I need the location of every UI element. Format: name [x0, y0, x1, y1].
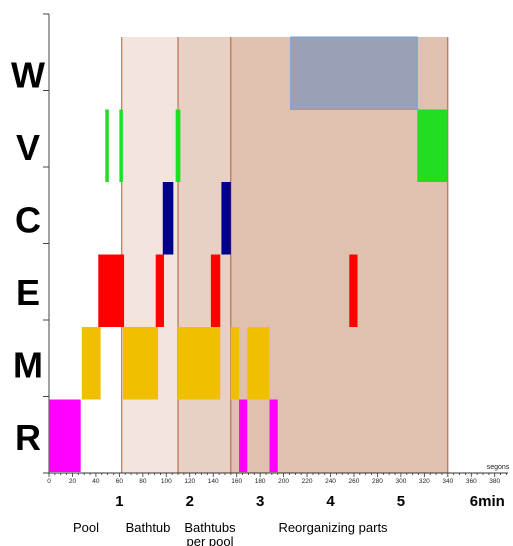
- x-tick-label: 40: [92, 478, 100, 485]
- activity-bars: [49, 36, 448, 472]
- x-tick-label: 240: [325, 478, 336, 485]
- x-tick-label: 340: [442, 478, 453, 485]
- bar-V-3: [417, 109, 448, 182]
- bar-M-4: [247, 327, 270, 400]
- row-label-E: E: [16, 272, 40, 313]
- x-tick-label: 100: [161, 478, 172, 485]
- x-tick-label: 200: [278, 478, 289, 485]
- x-tick-label: 80: [139, 478, 147, 485]
- row-label-M: M: [13, 344, 43, 385]
- bar-R-0: [49, 399, 81, 472]
- x-tick-label: 260: [349, 478, 360, 485]
- minute-label: 4: [326, 493, 335, 510]
- bar-M-3: [230, 327, 240, 400]
- row-dividers: [43, 13, 50, 474]
- row-label-C: C: [15, 199, 41, 240]
- x-tick-label: 20: [69, 478, 77, 485]
- x-tick-label: 180: [255, 478, 266, 485]
- bar-V-1: [119, 109, 123, 182]
- bar-M-2: [178, 327, 221, 400]
- x-tick-label: 0: [47, 478, 51, 485]
- phase-label-1: Bathtub: [126, 520, 171, 535]
- x-tick-label: 300: [395, 478, 406, 485]
- minute-label: 1: [115, 493, 123, 510]
- bar-M-0: [81, 327, 101, 400]
- bar-E-1: [155, 254, 164, 327]
- x-tick-label: 120: [184, 478, 195, 485]
- x-tick-label: 140: [208, 478, 219, 485]
- x-tick-label: 60: [116, 478, 124, 485]
- x-unit-label: segons: [487, 464, 510, 471]
- phase-label-2: per pool: [187, 534, 234, 546]
- phase-band-1: [121, 37, 179, 473]
- minute-label: 5: [397, 493, 405, 510]
- minute-label: 6min: [470, 493, 505, 510]
- bar-E-0: [98, 254, 125, 327]
- bar-C-1: [221, 182, 231, 255]
- x-axis: 0 20 40 60 80 100 120 140 160 180 200 220 240 260 280 3…: [47, 464, 510, 485]
- minute-label: 2: [186, 493, 194, 510]
- bar-R-1: [239, 399, 248, 472]
- bar-R-2: [269, 399, 278, 472]
- x-tick-label: 160: [231, 478, 242, 485]
- row-label-V: V: [16, 127, 40, 168]
- bar-C-0: [162, 182, 174, 255]
- bar-W-0: [290, 36, 418, 110]
- phase-band-2: [178, 37, 231, 473]
- bar-M-1: [122, 327, 159, 400]
- phase-label-2: Bathtubs: [184, 520, 236, 535]
- x-tick-label: 280: [372, 478, 383, 485]
- x-tick-label: 320: [419, 478, 430, 485]
- x-tick-label: 360: [466, 478, 477, 485]
- bar-E-3: [349, 254, 358, 327]
- minute-labels: 1 2 3 4 5 6min: [115, 493, 505, 510]
- phase-backgrounds: [121, 37, 449, 473]
- bar-E-2: [210, 254, 221, 327]
- bar-V-0: [105, 109, 109, 182]
- minute-label: 3: [256, 493, 264, 510]
- phase-label-3: Reorganizing parts: [278, 520, 388, 535]
- x-tick-label: 220: [302, 478, 313, 485]
- phase-label-0: Pool: [73, 520, 99, 535]
- row-label-R: R: [15, 417, 41, 458]
- row-label-W: W: [11, 54, 45, 95]
- bar-V-2: [175, 109, 181, 182]
- x-tick-label: 380: [489, 478, 500, 485]
